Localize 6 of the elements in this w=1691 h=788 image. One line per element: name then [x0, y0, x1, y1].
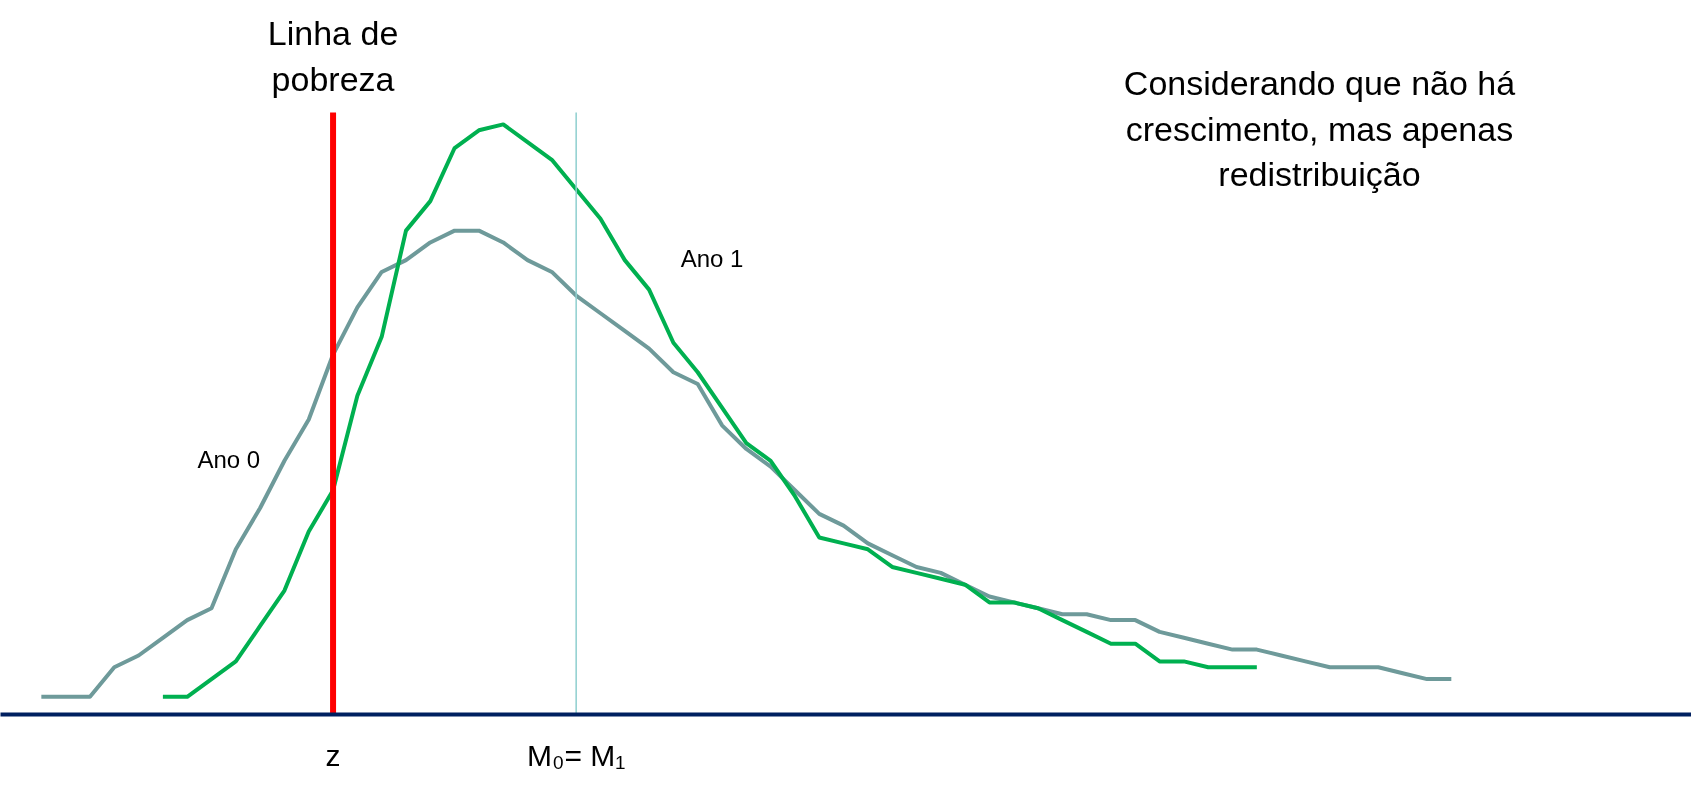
ref-line-label: Linha de pobreza — [267, 14, 399, 98]
series-label: Ano 0 — [197, 445, 261, 473]
x-tick-label: z — [325, 738, 341, 772]
series-label: Ano 1 — [680, 244, 744, 272]
annotation: Considerando que não há crescimento, mas apenas redistribuição — [1123, 64, 1516, 194]
x-tick-label: M₀= M₁ — [526, 738, 626, 772]
